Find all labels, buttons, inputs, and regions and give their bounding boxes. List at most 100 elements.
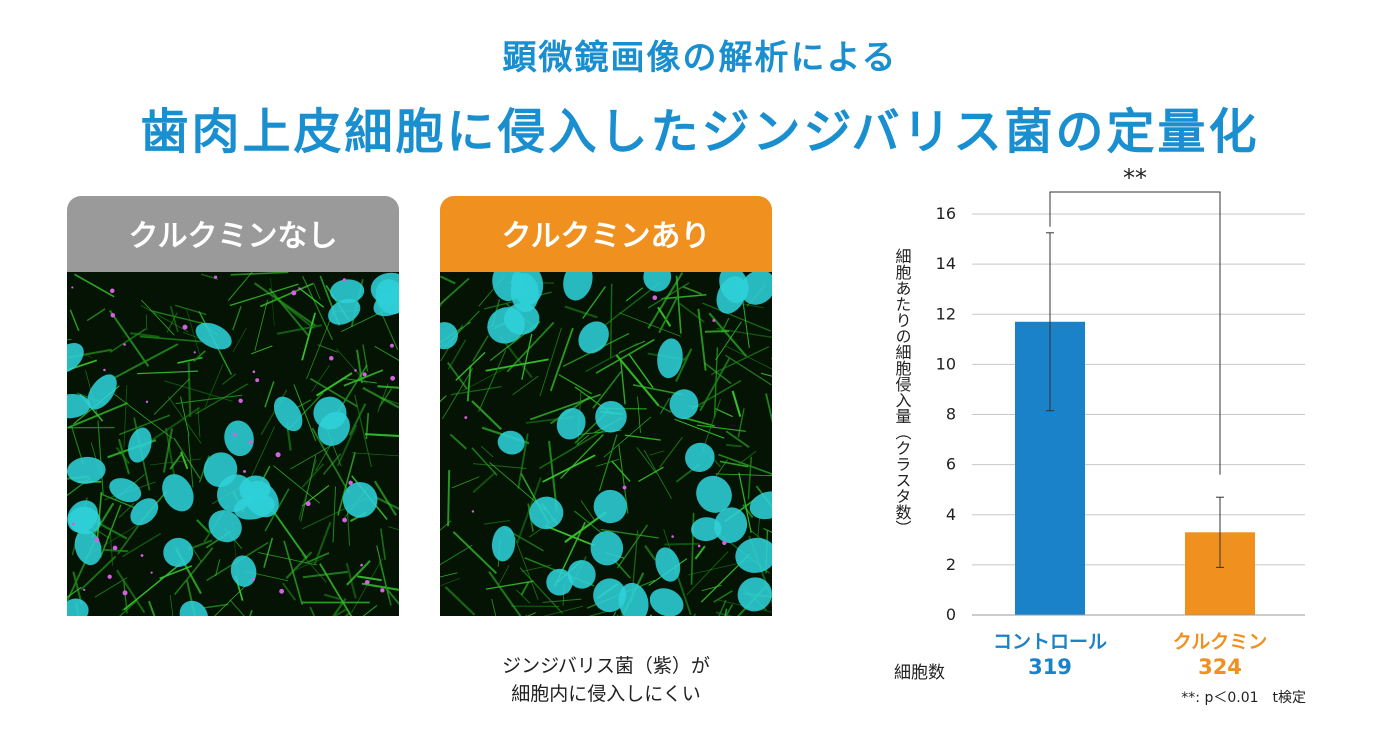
actin-fiber: [159, 565, 193, 580]
actin-fiber: [341, 377, 377, 384]
actin-fiber: [539, 430, 604, 470]
actin-fiber: [365, 412, 370, 440]
actin-fiber: [304, 552, 330, 565]
cell-nucleus: [716, 276, 747, 314]
cell-nucleus: [595, 401, 627, 433]
actin-fiber: [346, 506, 351, 546]
actin-fiber: [222, 373, 237, 385]
actin-fiber: [91, 502, 115, 539]
cell-nucleus: [179, 600, 209, 616]
cell-nucleus: [657, 338, 683, 379]
actin-fiber: [174, 304, 207, 316]
actin-fiber: [637, 396, 641, 433]
actin-fiber: [246, 426, 275, 486]
actin-fiber: [103, 548, 129, 553]
cell-nucleus: [655, 547, 681, 582]
actin-fiber: [350, 558, 383, 614]
actin-fiber: [149, 458, 201, 466]
actin-fiber: [760, 372, 772, 377]
cell-nucleus: [578, 321, 609, 354]
actin-fiber: [297, 286, 325, 308]
actin-fiber: [649, 450, 665, 456]
bacterium: [279, 588, 285, 594]
cell-nucleus: [735, 537, 772, 573]
actin-fiber: [737, 408, 745, 438]
bacterium: [390, 343, 394, 348]
cell-count-value: 324: [1198, 655, 1242, 679]
actin-fiber: [440, 298, 446, 308]
actin-fiber: [118, 600, 138, 616]
actin-fiber: [738, 450, 757, 465]
microscope-image-with-curcumin: [440, 272, 772, 616]
cell-nucleus: [224, 420, 254, 457]
actin-fiber: [619, 359, 626, 405]
actin-fiber: [169, 594, 174, 616]
actin-fiber: [542, 598, 582, 603]
y-tick-label: 6: [946, 455, 956, 474]
actin-fiber: [343, 369, 384, 387]
subtitle: 顕微鏡画像の解析による: [502, 38, 898, 78]
actin-fiber: [472, 335, 489, 362]
actin-fiber: [348, 403, 367, 436]
actin-fiber: [549, 327, 574, 392]
bacterium: [275, 452, 281, 458]
actin-fiber: [388, 526, 399, 531]
actin-fiber: [139, 335, 202, 343]
actin-fiber: [600, 528, 659, 539]
actin-fiber: [377, 385, 399, 389]
actin-fiber: [658, 295, 679, 334]
actin-fiber: [196, 519, 210, 534]
caption-line-1: ジンジバリス菌（紫）が: [502, 655, 710, 677]
actin-fiber: [117, 524, 140, 555]
actin-fiber: [539, 327, 562, 397]
cell-nucleus: [440, 322, 458, 350]
bacterium: [110, 313, 116, 318]
cell-nucleus: [87, 374, 117, 410]
actin-fiber: [444, 586, 476, 616]
y-tick-label: 4: [946, 505, 956, 524]
cell-nucleus: [563, 272, 593, 301]
actin-fiber: [542, 605, 584, 616]
actin-fiber: [309, 377, 359, 408]
actin-fiber: [498, 565, 510, 585]
actin-fiber: [636, 447, 657, 474]
cell-nucleus: [714, 507, 748, 544]
actin-fiber: [193, 350, 206, 362]
actin-fiber: [708, 312, 748, 357]
actin-fiber: [151, 310, 206, 325]
actin-fiber: [480, 446, 494, 458]
bacterium: [712, 319, 716, 322]
actin-fiber: [574, 510, 604, 535]
actin-fiber: [72, 571, 83, 605]
actin-fiber: [316, 372, 353, 397]
cell-nucleus: [67, 456, 106, 484]
actin-fiber: [311, 364, 331, 392]
actin-fiber: [703, 362, 732, 385]
actin-fiber: [283, 540, 304, 605]
actin-fiber: [580, 500, 595, 521]
panel-header-with-curcumin: クルクミンあり: [440, 196, 772, 272]
actin-fiber: [659, 397, 671, 415]
bacterium: [255, 378, 260, 383]
actin-fiber: [285, 551, 313, 579]
cell-nucleus: [328, 298, 361, 325]
caption-line-2: 細胞内に侵入しにくい: [511, 683, 701, 705]
cell-nucleus: [649, 588, 684, 616]
cell-nucleus: [669, 389, 699, 420]
cell-nucleus: [330, 279, 365, 304]
actin-fiber: [726, 444, 742, 448]
actin-fiber: [130, 332, 160, 339]
actin-fiber: [180, 451, 189, 470]
actin-fiber: [177, 356, 203, 364]
bacterium: [112, 545, 118, 551]
bacterium: [107, 574, 112, 579]
bacterium: [94, 537, 100, 543]
actin-fiber: [298, 459, 317, 520]
actin-fiber: [254, 299, 269, 352]
bacterium: [123, 343, 126, 346]
actin-fiber: [203, 603, 229, 609]
bacteria: [71, 275, 396, 596]
actin-fiber: [716, 327, 772, 339]
bacterium: [140, 554, 144, 557]
actin-fiber: [373, 495, 399, 511]
